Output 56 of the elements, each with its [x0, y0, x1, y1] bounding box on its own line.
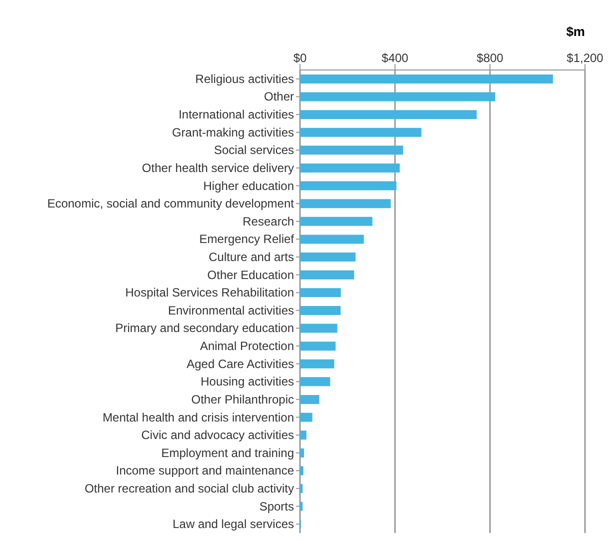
y-tick-label: Economic, social and community development: [47, 196, 295, 211]
bar: [300, 146, 404, 155]
y-tick-label: Hospital Services Rehabilitation: [125, 286, 294, 300]
bar: [300, 234, 364, 244]
x-tick-label: $1,200: [566, 51, 604, 65]
y-tick-label: Other health service delivery: [142, 160, 294, 175]
bar: [300, 252, 356, 262]
bar: [300, 306, 341, 315]
y-tick-label: Culture and arts: [208, 250, 294, 264]
y-tick-label: Other recreation and social club activity: [84, 481, 294, 496]
bar: [300, 377, 330, 386]
x-axis-title: $m: [566, 24, 585, 39]
bar: [300, 216, 372, 226]
y-tick-label: Other Education: [207, 268, 294, 282]
y-tick-label: Research: [242, 214, 294, 228]
y-tick-label: Law and legal services: [172, 517, 294, 532]
y-tick-label: Civic and advocacy activities: [141, 428, 294, 442]
bar: [300, 430, 306, 440]
bar: [300, 128, 422, 137]
bar: [300, 288, 341, 298]
bar: [300, 199, 391, 208]
y-tick-label: Primary and secondary education: [115, 321, 294, 336]
bar: [300, 466, 304, 476]
y-tick-label: Grant-making activities: [172, 125, 294, 140]
bar: [300, 181, 396, 190]
y-tick-label: Other: [264, 90, 294, 104]
bar: [300, 359, 334, 368]
bar: [300, 324, 338, 333]
y-tick-label: Higher education: [203, 178, 294, 193]
y-tick-label: Mental health and crisis intervention: [102, 410, 294, 424]
bar: [300, 484, 303, 494]
y-tick-label: Environmental activities: [168, 303, 294, 318]
bar: [300, 394, 320, 404]
bar: [300, 163, 400, 172]
y-tick-label: Employment and training: [161, 446, 294, 460]
y-tick-label: Aged Care Activities: [186, 356, 294, 371]
y-tick-label: Housing activities: [200, 374, 294, 389]
bar: [300, 270, 354, 280]
bar: [300, 412, 312, 422]
bar: [300, 502, 303, 511]
y-tick-label: Social services: [214, 143, 294, 158]
bar: [300, 448, 304, 458]
y-tick-label: Emergency Relief: [199, 232, 295, 246]
x-tick-label: $400: [382, 51, 409, 65]
y-tick-label: Animal Protection: [200, 339, 294, 354]
bar: [300, 74, 553, 84]
x-tick-label: $800: [476, 51, 504, 65]
y-tick-label: International activities: [178, 108, 294, 122]
x-tick-label: $0: [293, 51, 307, 65]
y-tick-label: Other Philanthropic: [191, 392, 294, 406]
bar: [300, 342, 336, 351]
y-tick-label: Income support and maintenance: [116, 464, 294, 478]
y-tick-label: Sports: [259, 499, 294, 514]
bar: [300, 110, 477, 120]
y-tick-label: Religious activities: [195, 72, 294, 86]
bar: [300, 92, 496, 102]
